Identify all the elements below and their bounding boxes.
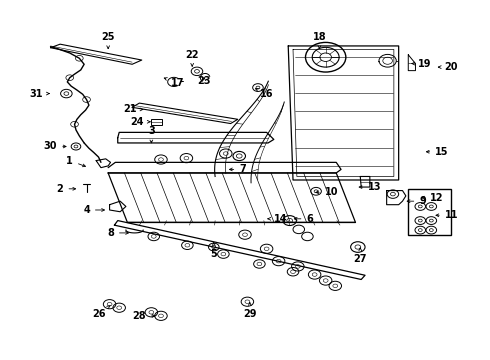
Text: 3: 3 bbox=[148, 126, 155, 143]
Text: 18: 18 bbox=[313, 32, 326, 49]
Text: 22: 22 bbox=[185, 50, 199, 66]
Text: 8: 8 bbox=[107, 228, 128, 238]
Text: 9: 9 bbox=[407, 196, 426, 206]
Text: 4: 4 bbox=[83, 205, 104, 215]
Text: 10: 10 bbox=[316, 187, 338, 197]
Text: 12: 12 bbox=[421, 193, 444, 203]
Text: 24: 24 bbox=[130, 117, 150, 127]
Text: 2: 2 bbox=[57, 184, 75, 194]
Text: 26: 26 bbox=[92, 305, 110, 319]
Text: 23: 23 bbox=[197, 76, 211, 86]
Text: 17: 17 bbox=[164, 78, 185, 88]
Text: 14: 14 bbox=[268, 214, 288, 224]
Text: 30: 30 bbox=[44, 141, 66, 152]
Text: 16: 16 bbox=[255, 89, 273, 99]
Text: 1: 1 bbox=[66, 156, 85, 167]
Bar bbox=[151, 119, 162, 125]
Text: 15: 15 bbox=[426, 147, 449, 157]
Text: 13: 13 bbox=[359, 182, 381, 192]
Text: 19: 19 bbox=[412, 59, 432, 68]
Text: 21: 21 bbox=[123, 104, 143, 114]
Text: 20: 20 bbox=[439, 62, 458, 72]
Text: 6: 6 bbox=[294, 214, 313, 224]
Text: 25: 25 bbox=[101, 32, 115, 49]
Text: 31: 31 bbox=[29, 89, 49, 99]
Text: 11: 11 bbox=[436, 210, 458, 220]
Text: 7: 7 bbox=[229, 165, 246, 174]
Text: 5: 5 bbox=[210, 243, 217, 259]
Text: 28: 28 bbox=[132, 311, 155, 321]
Bar bbox=[408, 189, 450, 235]
Text: 29: 29 bbox=[243, 303, 257, 319]
Text: 27: 27 bbox=[353, 248, 367, 264]
